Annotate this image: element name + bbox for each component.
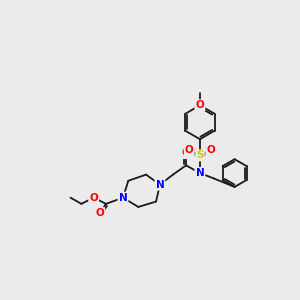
- Text: O: O: [89, 193, 98, 203]
- Text: O: O: [95, 208, 104, 218]
- Text: N: N: [196, 168, 204, 178]
- Text: S: S: [196, 150, 204, 160]
- Text: N: N: [118, 193, 127, 203]
- Text: N: N: [155, 180, 164, 190]
- Text: O: O: [206, 145, 215, 155]
- Text: O: O: [196, 100, 204, 110]
- Text: O: O: [182, 148, 190, 158]
- Text: O: O: [185, 145, 194, 155]
